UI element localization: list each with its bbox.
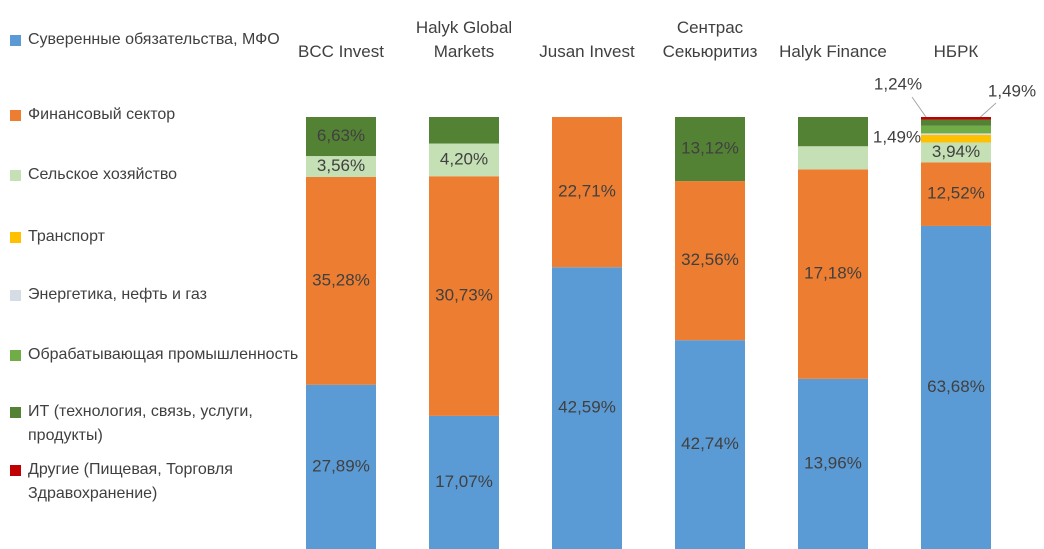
legend-swatch <box>10 350 21 361</box>
legend-label: Обрабатывающая промышленность <box>28 346 299 363</box>
legend-swatch <box>10 232 21 243</box>
data-label: 42,74% <box>681 434 739 453</box>
data-label: 32,56% <box>681 250 739 269</box>
x-tick-label: Halyk Global Markets <box>415 18 513 61</box>
data-label: 4,20% <box>440 149 488 168</box>
bar-segment <box>306 117 376 157</box>
legend-label: Сельское хозяйство <box>28 166 178 183</box>
legend-label: ИТ (технология, связь, услуги, продукты) <box>28 403 253 444</box>
bar-segment <box>675 117 745 182</box>
legend-entry: Другие (Пищевая, Торговля Здравохранение… <box>10 458 308 506</box>
bar-segment <box>306 177 376 385</box>
data-label: 42,59% <box>558 398 616 417</box>
bar-segment <box>429 117 499 144</box>
legend-entry: Транспорт <box>10 225 308 249</box>
leader-line <box>911 96 927 118</box>
bar-segment <box>429 176 499 416</box>
legend-label: Финансовый сектор <box>28 106 176 123</box>
legend-swatch <box>10 35 21 46</box>
legend-label: Энергетика, нефть и газ <box>28 286 207 303</box>
legend-label: Другие (Пищевая, Торговля Здравохранение… <box>28 461 233 502</box>
bar-segment <box>798 378 868 549</box>
data-label: 22,71% <box>558 182 616 201</box>
x-tick-label: Сентрас Секьюритиз <box>662 18 758 61</box>
data-label: 6,63% <box>317 126 365 145</box>
x-tick-label: Halyk Finance <box>779 42 887 61</box>
bar-segment <box>798 169 868 379</box>
legend-entry: ИТ (технология, связь, услуги, продукты) <box>10 400 308 448</box>
legend-entry: Суверенные обязательства, МФО <box>10 28 308 52</box>
data-label: 35,28% <box>312 270 370 289</box>
legend-label: Суверенные обязательства, МФО <box>28 31 280 48</box>
legend-entry: Энергетика, нефть и газ <box>10 283 308 307</box>
bar-segment <box>921 133 991 135</box>
bar-segment <box>798 146 868 170</box>
data-label: 3,56% <box>317 156 365 175</box>
bar-segment <box>921 142 991 163</box>
bar-segment <box>675 181 745 341</box>
legend-entry: Обрабатывающая промышленность <box>10 343 308 367</box>
data-label: 1,49% <box>873 127 921 146</box>
data-label: 30,73% <box>435 286 493 305</box>
bar-segment <box>552 267 622 549</box>
data-label: 17,18% <box>804 264 862 283</box>
data-label: 1,24% <box>874 74 922 93</box>
bar-segment <box>921 162 991 226</box>
bar-segment <box>921 225 991 549</box>
legend-swatch <box>10 465 21 476</box>
legend-entry: Финансовый сектор <box>10 103 308 127</box>
data-label: 17,07% <box>435 472 493 491</box>
legend-label: Транспорт <box>28 228 105 245</box>
legend-swatch <box>10 407 21 418</box>
bar-segment <box>921 134 991 143</box>
data-label: 1,49% <box>988 81 1036 100</box>
legend-swatch <box>10 170 21 181</box>
x-tick-label: BCC Invest <box>298 42 384 61</box>
bar-segment <box>306 384 376 549</box>
bar-segment <box>921 119 991 126</box>
legend-swatch <box>10 290 21 301</box>
bar-segment <box>306 156 376 178</box>
x-tick-label: НБРК <box>933 42 979 61</box>
bar-segment <box>429 415 499 549</box>
legend-swatch <box>10 110 21 121</box>
data-label: 3,94% <box>932 142 980 161</box>
bar-segment <box>921 125 991 134</box>
legend-entry: Сельское хозяйство <box>10 163 308 187</box>
data-label: 13,96% <box>804 453 862 472</box>
bar-segment <box>798 117 868 147</box>
data-label: 63,68% <box>927 377 985 396</box>
data-label: 13,12% <box>681 139 739 158</box>
data-label: 12,52% <box>927 184 985 203</box>
x-tick-label: Jusan Invest <box>539 42 635 61</box>
bar-segment <box>552 117 622 268</box>
bar-segment <box>921 117 991 120</box>
data-label: 27,89% <box>312 456 370 475</box>
bar-segment <box>429 143 499 177</box>
bar-segment <box>675 340 745 549</box>
